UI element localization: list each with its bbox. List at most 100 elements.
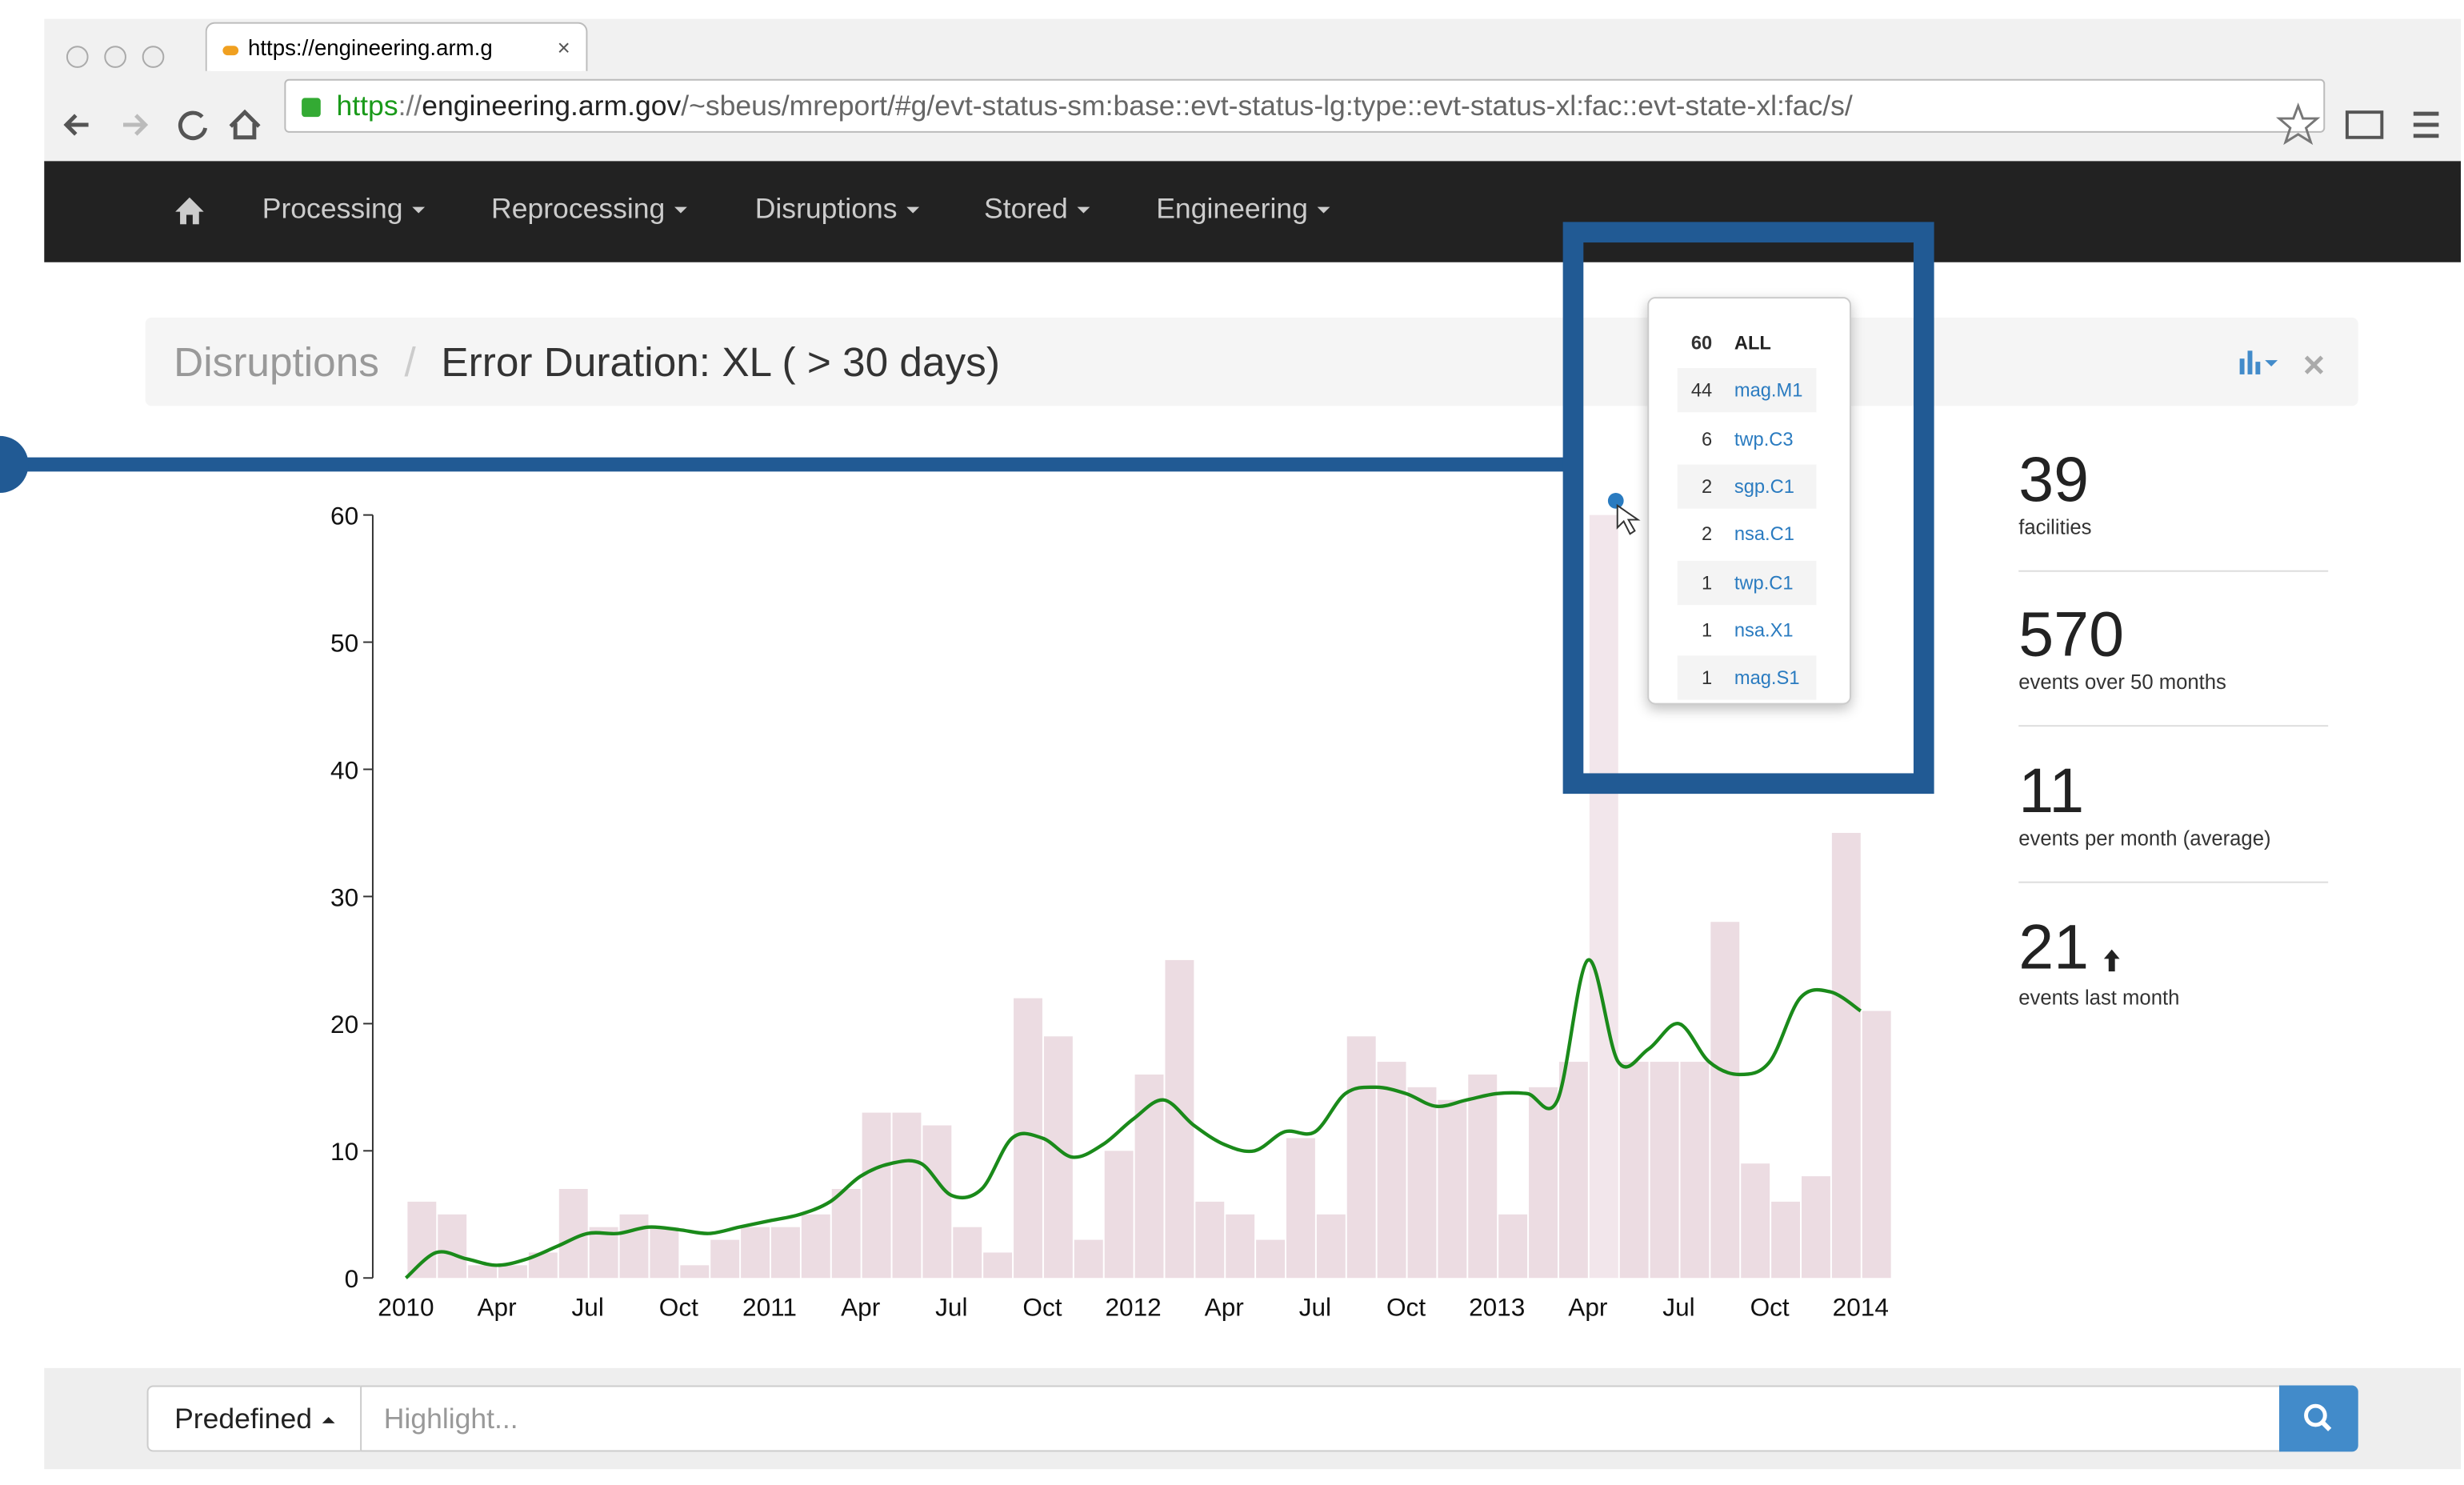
home-icon[interactable] xyxy=(174,196,205,225)
bar xyxy=(1650,1062,1679,1279)
x-tick-label: Oct xyxy=(1022,1293,1062,1322)
highlight-placeholder: Highlight... xyxy=(383,1403,518,1435)
popup-row[interactable]: 1 twp.C1 xyxy=(1677,559,1817,605)
bar xyxy=(1438,1099,1467,1279)
back-button[interactable] xyxy=(63,114,89,136)
trend-line xyxy=(404,958,1862,1279)
bar xyxy=(468,1265,498,1279)
bar xyxy=(1074,1239,1103,1279)
popup-row[interactable]: 6 twp.C3 xyxy=(1678,416,1817,460)
bar xyxy=(1680,1062,1710,1279)
x-tick-label: Oct xyxy=(1386,1293,1426,1322)
close-icon[interactable] xyxy=(2304,355,2324,374)
cast-icon[interactable] xyxy=(2345,110,2384,139)
trend-arrow xyxy=(2102,920,2121,983)
y-tick-label: 50 xyxy=(330,628,358,657)
x-tick-label: Apr xyxy=(1205,1293,1244,1322)
x-tick-label: 2012 xyxy=(1105,1293,1161,1322)
search-icon xyxy=(2304,1403,2332,1431)
breadcrumb-current: Error Duration: XL ( > 30 days) xyxy=(441,338,1000,386)
bookmark-star[interactable] xyxy=(2275,102,2321,146)
bar xyxy=(1710,922,1740,1279)
bar xyxy=(1529,1087,1558,1279)
navbar: Processing Reprocessing Disruptions Stored E… xyxy=(44,161,2462,262)
bar xyxy=(1346,1036,1376,1279)
home-button[interactable] xyxy=(229,109,261,140)
stat: 570 events over 50 months xyxy=(2018,603,2328,694)
chart-icon[interactable] xyxy=(2255,362,2261,374)
stat-label: events over 50 months xyxy=(2018,670,2226,694)
bar xyxy=(1802,1176,1830,1279)
address-bar[interactable]: https://engineering.arm.gov/~sbeus/mrepo… xyxy=(284,78,2326,133)
stat-value: 11 xyxy=(2018,760,2328,823)
close-dot[interactable] xyxy=(66,46,89,68)
forward-button[interactable] xyxy=(123,114,149,136)
minimize-dot[interactable] xyxy=(104,46,126,68)
stat-number: 570 xyxy=(2018,600,2125,670)
bar xyxy=(831,1189,861,1279)
chart-icon[interactable] xyxy=(2239,358,2245,374)
x-tick-label: Apr xyxy=(477,1293,516,1322)
bar xyxy=(680,1265,710,1279)
breadcrumb-parent[interactable]: Disruptions xyxy=(174,338,379,386)
bar xyxy=(1195,1201,1225,1279)
tab-close[interactable]: × xyxy=(557,34,570,61)
bar xyxy=(619,1214,649,1279)
popup-name: mag.M1 xyxy=(1734,379,1803,402)
popup-row[interactable]: 1 nsa.X1 xyxy=(1678,608,1817,652)
chart-caret[interactable] xyxy=(2265,360,2278,367)
stat-number: 11 xyxy=(2018,756,2085,827)
bar xyxy=(1104,1151,1134,1279)
x-tick-label: 2014 xyxy=(1833,1293,1889,1322)
stat-value: 570 xyxy=(2018,603,2328,666)
nav-item[interactable]: Processing xyxy=(262,193,426,226)
bar xyxy=(983,1252,1013,1279)
bar xyxy=(1468,1074,1498,1279)
caret xyxy=(321,1417,334,1424)
popup-row[interactable]: 44 mag.M1 xyxy=(1677,368,1817,413)
highlight-input[interactable]: Highlight... xyxy=(360,1385,2281,1452)
nav-item[interactable]: Reprocessing xyxy=(491,193,687,226)
y-tick-label: 10 xyxy=(330,1137,358,1166)
bar xyxy=(1619,1062,1649,1279)
separator xyxy=(2018,881,2329,883)
bar xyxy=(589,1227,618,1279)
popup-row[interactable]: 2 nsa.C1 xyxy=(1678,512,1817,556)
bar xyxy=(1134,1074,1164,1279)
stat-label: facilities xyxy=(2018,514,2092,539)
nav-item[interactable]: Engineering xyxy=(1156,193,1330,226)
search-button[interactable] xyxy=(2279,1385,2358,1452)
popup-name: sgp.C1 xyxy=(1734,475,1794,498)
bar xyxy=(1741,1163,1770,1279)
reload-button[interactable] xyxy=(178,110,208,141)
predefined-button[interactable]: Predefined xyxy=(146,1385,362,1452)
x-tick-label: Oct xyxy=(659,1293,698,1322)
bar xyxy=(407,1201,437,1279)
caret xyxy=(906,207,920,214)
caret xyxy=(412,207,426,214)
url-host: engineering.arm.gov xyxy=(422,90,682,122)
bar xyxy=(1498,1214,1528,1279)
x-tick-label: Apr xyxy=(1568,1293,1607,1322)
nav-item[interactable]: Disruptions xyxy=(755,193,920,226)
nav-item[interactable]: Stored xyxy=(984,193,1090,226)
breadcrumb: Disruptions / Error Duration: XL ( > 30 da… xyxy=(145,317,2358,406)
breadcrumb-tools xyxy=(2239,350,2324,374)
bar xyxy=(801,1214,830,1279)
popup-row[interactable]: 2 sgp.C1 xyxy=(1677,464,1817,509)
bar xyxy=(892,1112,922,1279)
popup-row[interactable]: 60 ALL xyxy=(1678,321,1817,365)
stat-value: 39 xyxy=(2018,449,2328,512)
x-tick-label: Oct xyxy=(1750,1293,1790,1322)
tab[interactable]: https://engineering.arm.g × xyxy=(205,22,588,71)
x-tick-label: 2010 xyxy=(378,1293,434,1322)
nav-label: Reprocessing xyxy=(491,192,666,225)
caret xyxy=(1077,207,1090,214)
chart-icon[interactable] xyxy=(2247,350,2253,374)
popup-row[interactable]: 1 mag.S1 xyxy=(1677,655,1817,700)
tooltip-popup: 60 ALL 44 mag.M1 6 twp.C3 2 sgp.C1 2 nsa.C1 1 twp.C… xyxy=(1647,297,1851,705)
caret xyxy=(1317,207,1330,214)
menu-icon[interactable] xyxy=(2413,111,2439,138)
zoom-dot[interactable] xyxy=(142,46,165,68)
